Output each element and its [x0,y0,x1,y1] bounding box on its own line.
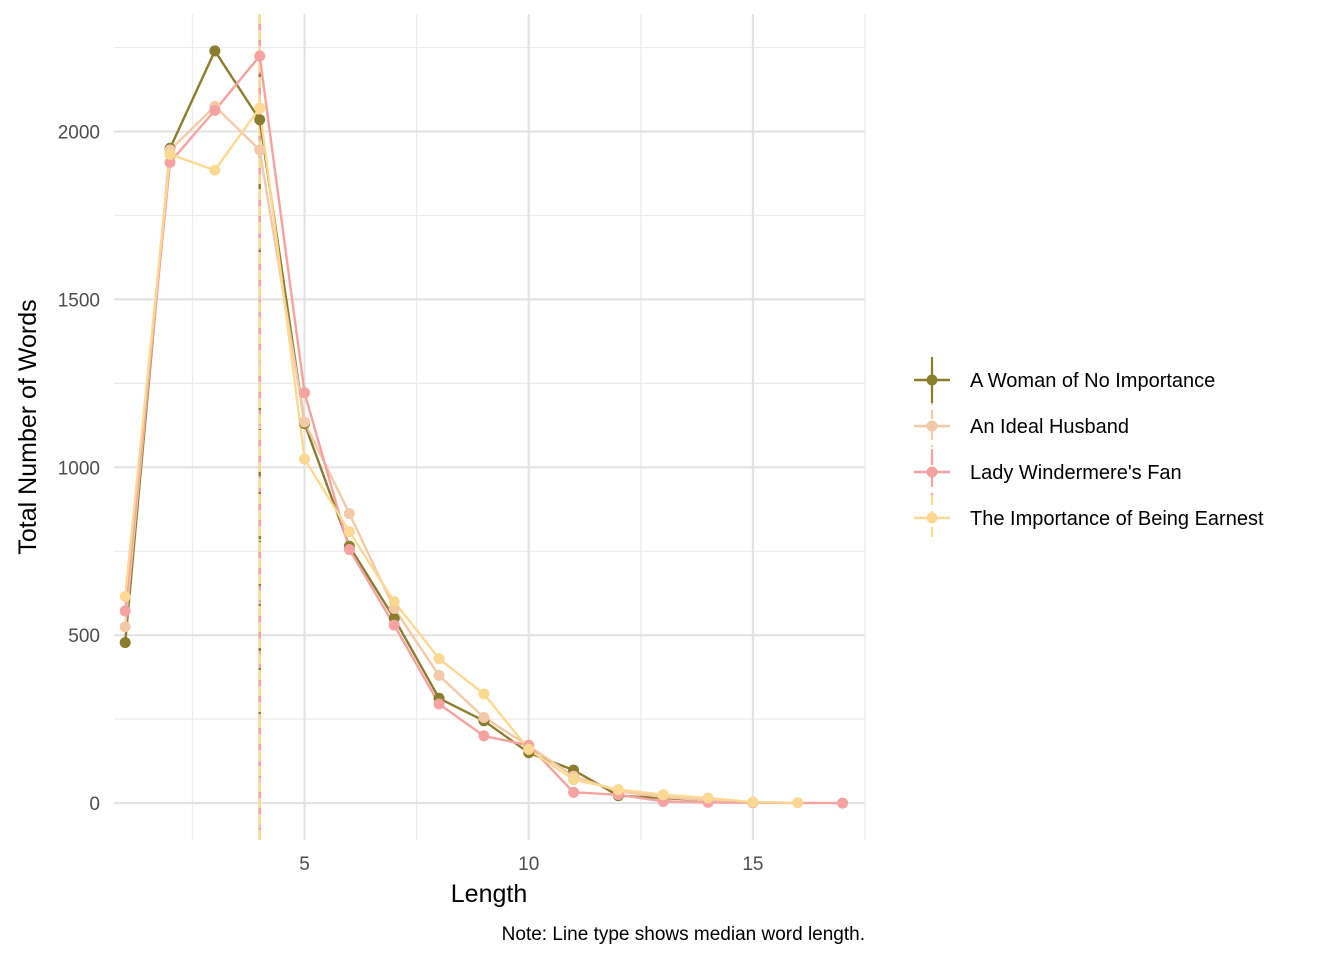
legend-label: An Ideal Husband [970,416,1129,438]
legend: A Woman of No Importance An Ideal Husband… [914,357,1264,541]
x-tick-label: 5 [299,854,310,875]
data-point [254,144,266,156]
legend-key-point [926,374,938,386]
data-point [119,621,131,633]
data-point [119,637,131,649]
data-point [747,796,759,808]
x-tick-label: 10 [518,854,539,875]
y-tick-label: 500 [68,626,100,647]
y-tick-label: 1000 [58,458,100,479]
data-point [164,156,176,168]
data-point [702,792,714,804]
data-point [299,387,311,399]
x-tick-labels: 5 10 15 [299,854,763,875]
y-tick-label: 2000 [58,123,100,144]
data-point [254,114,266,126]
data-point [657,789,669,801]
grid-minor [114,14,866,840]
data-point [612,784,624,796]
data-point [343,544,355,556]
data-point [299,453,311,465]
series-line [124,106,798,804]
data-point [388,619,400,631]
data-point [254,102,266,114]
data-point [209,164,221,176]
data-point [209,45,221,57]
data-point [388,596,400,608]
y-tick-label: 1500 [58,290,100,311]
legend-label: The Importance of Being Earnest [970,508,1264,530]
data-point [209,104,221,116]
caption: Note: Line type shows median word length… [502,924,865,945]
series-line [124,54,843,805]
x-axis-title: Length [451,880,527,908]
y-tick-label: 0 [89,794,100,815]
x-tick-label: 15 [742,854,763,875]
data-point [254,50,266,62]
data-point [792,797,804,809]
data-point [478,688,490,700]
data-point [837,797,849,809]
legend-key-point [926,420,938,432]
y-tick-labels: 0 500 1000 1500 2000 [58,123,100,816]
data-point [478,730,490,742]
data-point [119,605,131,617]
legend-key-point [926,466,938,478]
data-point [343,526,355,538]
data-point [343,508,355,520]
legend-label: Lady Windermere's Fan [970,462,1182,484]
data-point [119,591,131,603]
legend-key-point [926,512,938,524]
data-point [568,786,580,798]
data-point [299,416,311,428]
data-point [478,711,490,723]
series-points [119,45,849,809]
data-point [433,698,445,710]
data-point [568,774,580,786]
data-point [433,669,445,681]
data-point [164,148,176,160]
data-point [433,653,445,665]
legend-label: A Woman of No Importance [970,370,1215,392]
y-axis-title: Total Number of Words [14,299,42,554]
data-point [523,743,535,755]
grid-major [114,14,865,840]
